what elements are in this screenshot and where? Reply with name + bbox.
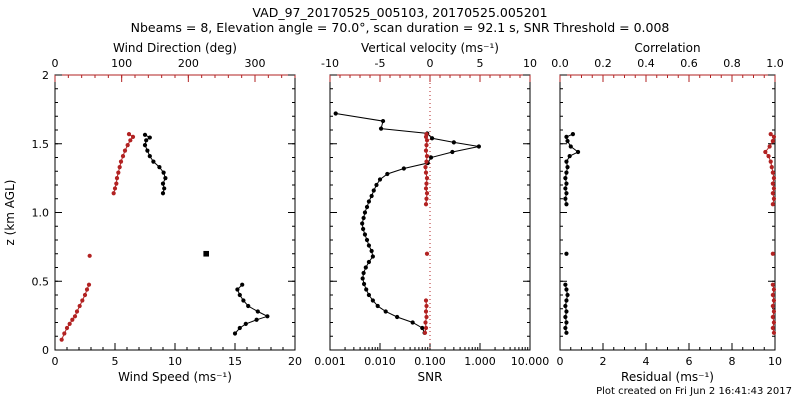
wind-speed-series xyxy=(142,132,270,336)
svg-text:8: 8 xyxy=(729,355,736,368)
svg-text:Residual (ms⁻¹): Residual (ms⁻¹) xyxy=(621,370,714,384)
svg-text:1.5: 1.5 xyxy=(32,138,50,151)
svg-text:5: 5 xyxy=(112,355,119,368)
svg-text:0.6: 0.6 xyxy=(680,57,698,70)
vertical-velocity-series xyxy=(422,132,430,335)
snr-panel: 0.001 0.010 0.100 1.000 10.000 SNR -10 -5 0 5 10 Ve… xyxy=(314,41,549,384)
svg-text:10: 10 xyxy=(768,355,782,368)
svg-text:0: 0 xyxy=(52,57,59,70)
svg-text:0.8: 0.8 xyxy=(723,57,741,70)
snr-profile-series xyxy=(333,111,481,335)
svg-text:SNR: SNR xyxy=(418,370,443,384)
svg-text:-10: -10 xyxy=(321,57,339,70)
plot-subtitle: Nbeams = 8, Elevation angle = 70.0°, sca… xyxy=(131,20,670,35)
svg-text:0: 0 xyxy=(427,57,434,70)
svg-text:0: 0 xyxy=(42,344,49,357)
svg-text:2: 2 xyxy=(600,355,607,368)
svg-text:10: 10 xyxy=(523,57,537,70)
svg-text:200: 200 xyxy=(178,57,199,70)
correlation-series xyxy=(763,132,777,335)
svg-text:0.4: 0.4 xyxy=(637,57,655,70)
svg-text:5: 5 xyxy=(477,57,484,70)
svg-text:10: 10 xyxy=(168,355,182,368)
svg-text:Wind Direction (deg): Wind Direction (deg) xyxy=(113,41,237,55)
svg-text:0.5: 0.5 xyxy=(32,275,50,288)
residual-panel: 0 2 4 6 8 10 Residual (ms⁻¹) 0.0 0.2 0.4 0.6 0.8 1.0… xyxy=(551,41,784,384)
svg-text:Correlation: Correlation xyxy=(634,41,700,55)
svg-text:Vertical velocity (ms⁻¹): Vertical velocity (ms⁻¹) xyxy=(361,41,499,55)
svg-text:2: 2 xyxy=(42,69,49,82)
svg-text:0: 0 xyxy=(52,355,59,368)
svg-text:10.000: 10.000 xyxy=(511,355,550,368)
plot-title: VAD_97_20170525_005103, 20170525.005201 xyxy=(252,5,547,20)
svg-text:-5: -5 xyxy=(375,57,386,70)
residual-profile-series xyxy=(563,132,581,335)
svg-text:0.010: 0.010 xyxy=(364,355,396,368)
wind-direction-series xyxy=(59,132,136,342)
svg-text:6: 6 xyxy=(686,355,693,368)
svg-text:z (km AGL): z (km AGL) xyxy=(3,180,17,246)
svg-text:100: 100 xyxy=(111,57,132,70)
svg-text:300: 300 xyxy=(245,57,266,70)
svg-text:0.2: 0.2 xyxy=(594,57,612,70)
svg-text:0.100: 0.100 xyxy=(414,355,446,368)
svg-text:0.0: 0.0 xyxy=(551,57,569,70)
svg-text:4: 4 xyxy=(643,355,650,368)
svg-text:1.000: 1.000 xyxy=(464,355,496,368)
svg-text:0.001: 0.001 xyxy=(314,355,346,368)
svg-text:20: 20 xyxy=(288,355,302,368)
svg-text:0: 0 xyxy=(557,355,564,368)
svg-text:15: 15 xyxy=(228,355,242,368)
svg-text:Wind Speed (ms⁻¹): Wind Speed (ms⁻¹) xyxy=(118,370,232,384)
svg-text:1.0: 1.0 xyxy=(32,207,50,220)
svg-text:1.0: 1.0 xyxy=(766,57,784,70)
wind-panel: 0 0.5 1.0 1.5 2 z (km AGL) 0 5 10 15 20 Wind Speed … xyxy=(3,41,302,384)
plot-created-timestamp: Plot created on Fri Jun 2 16:41:43 2017 xyxy=(596,386,792,397)
